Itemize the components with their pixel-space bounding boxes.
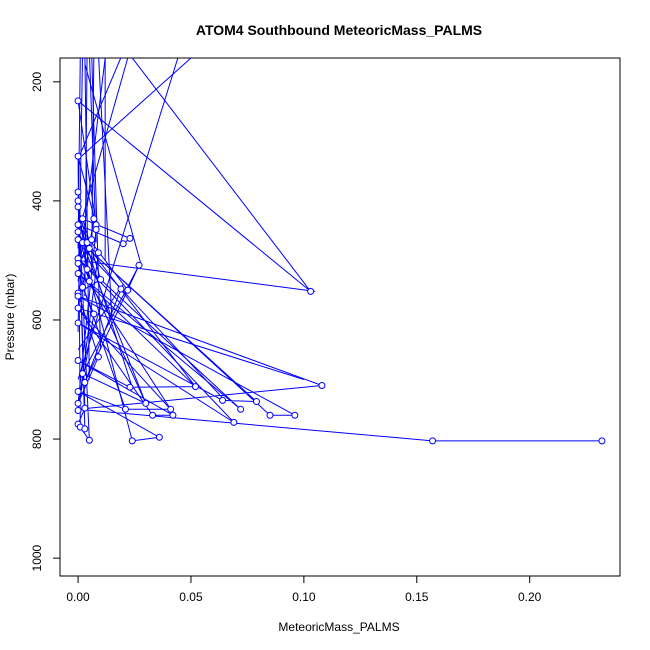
y-tick-label: 200 [30, 71, 44, 91]
data-point [128, 437, 136, 445]
y-tick-label: 800 [30, 429, 44, 449]
data-point [149, 411, 157, 419]
data-point [74, 228, 82, 236]
data-point [74, 203, 82, 211]
data-point [74, 304, 82, 312]
x-tick-label: 0.10 [292, 590, 316, 604]
data-point [230, 418, 238, 426]
series-segment [77, 307, 305, 380]
data-point [74, 319, 82, 327]
series-segment [77, 259, 316, 292]
data-point [119, 240, 127, 248]
data-point [135, 261, 143, 269]
data-point [90, 215, 98, 223]
data-point [74, 97, 82, 105]
data-point [94, 353, 102, 361]
data-point [126, 234, 134, 242]
data-point [124, 286, 132, 294]
data-point [81, 425, 89, 433]
data-point [97, 275, 105, 283]
y-tick-label: 400 [30, 191, 44, 211]
data-point [85, 436, 93, 444]
series-segment [84, 63, 142, 266]
data-point [85, 245, 93, 253]
data-point [219, 396, 227, 404]
data-point [169, 411, 177, 419]
y-tick-label: 600 [30, 310, 44, 330]
data-point [74, 399, 82, 407]
data-point [92, 225, 100, 233]
plot-area [74, 58, 606, 445]
data-point [94, 249, 102, 257]
plot-frame [59, 57, 621, 577]
data-point [74, 406, 82, 414]
chart-title: ATOM4 Southbound MeteoricMass_PALMS [196, 22, 482, 38]
x-tick-label: 0.15 [405, 590, 429, 604]
data-point [79, 215, 87, 223]
data-point [167, 405, 175, 413]
data-point [85, 277, 93, 285]
data-point [79, 283, 87, 291]
data-point [83, 265, 91, 273]
data-point [74, 152, 82, 160]
data-point [266, 411, 274, 419]
series-segment [77, 58, 129, 234]
data-point [74, 221, 82, 229]
data-point [74, 270, 82, 278]
data-point [142, 399, 150, 407]
x-axis: 0.00 0.05 0.10 0.15 0.20 [66, 575, 542, 604]
data-point [291, 411, 299, 419]
data-point [191, 383, 199, 391]
data-point [429, 437, 437, 445]
series-segment [77, 242, 226, 401]
x-axis-label: MeteoricMass_PALMS [278, 620, 399, 634]
data-point [74, 188, 82, 196]
data-point [74, 197, 82, 205]
data-point [74, 356, 82, 364]
data-point [598, 437, 606, 445]
data-point [90, 310, 98, 318]
data-point [74, 259, 82, 267]
y-axis: 200 400 600 800 1000 [30, 71, 61, 571]
data-point [79, 370, 87, 378]
y-tick-label: 1000 [30, 544, 44, 571]
data-point [318, 381, 326, 389]
data-point [74, 292, 82, 300]
series-segment [131, 58, 312, 292]
series-segment [77, 58, 192, 160]
data-point [126, 383, 134, 391]
x-tick-label: 0.05 [179, 590, 203, 604]
data-point [155, 433, 163, 441]
y-axis-label: Pressure (mbar) [3, 274, 17, 361]
data-point [307, 287, 315, 295]
data-point [81, 404, 89, 412]
data-point [237, 405, 245, 413]
data-point [117, 285, 125, 293]
x-tick-label: 0.20 [518, 590, 542, 604]
data-point [88, 236, 96, 244]
data-point [81, 378, 89, 386]
x-tick-label: 0.00 [66, 590, 90, 604]
data-point [121, 405, 129, 413]
data-point [74, 387, 82, 395]
data-point [252, 398, 260, 406]
